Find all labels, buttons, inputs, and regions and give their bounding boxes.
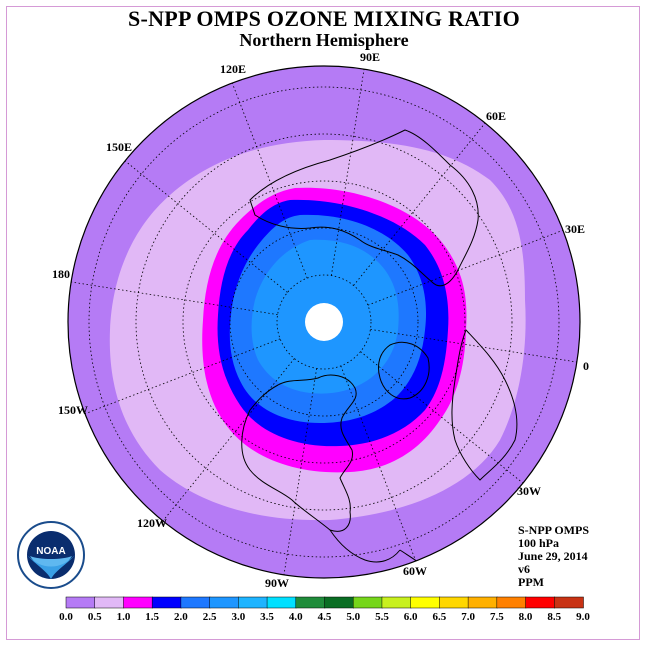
info-instrument: S-NPP OMPS: [518, 523, 589, 537]
meridian-line: [71, 281, 278, 316]
info-units: PPM: [518, 575, 544, 589]
colorbar-tick-label: 0.0: [59, 611, 73, 623]
colorbar-tick-label: 7.5: [490, 611, 504, 623]
label-60w: 60W: [403, 564, 427, 578]
colorbar-tick-label: 2.5: [203, 611, 217, 623]
colorbar-tick-label: 8.0: [519, 611, 533, 623]
longitude-meridians: [71, 69, 577, 575]
colorbar-swatch: [238, 596, 268, 609]
coastline-central-america: [329, 529, 401, 563]
latitude-circles: [88, 86, 560, 558]
coastline-greenland: [377, 341, 430, 400]
colorbar-swatch: [467, 596, 498, 609]
meridian-line: [340, 365, 417, 562]
noaa-logo-icon: NOAA: [17, 521, 85, 589]
figure-frame: [6, 6, 640, 640]
colorbar: 0.0 0.5 1.0 1.5 2.0 2.5 3.0 3.5 4.0 4.5 5.0 5.5 6.0 6…: [59, 596, 590, 623]
meridian-line: [330, 69, 365, 276]
meridian-line: [162, 358, 295, 522]
meridian-line: [370, 328, 577, 363]
coastline-south-america: [399, 549, 450, 578]
colorbar-tick-label: 4.5: [318, 611, 332, 623]
colorbar-swatch: [180, 596, 211, 609]
colorbar-tick-label: 6.5: [433, 611, 447, 623]
label-120e: 120E: [220, 62, 246, 76]
ozone-bands: [71, 69, 577, 578]
map-subtitle: Northern Hemisphere: [239, 30, 409, 50]
info-version: v6: [518, 562, 530, 576]
colorbar-tick-label: 3.0: [231, 611, 245, 623]
meridian-line: [231, 82, 308, 279]
colorbar-swatch: [209, 596, 240, 609]
meridian-line: [124, 160, 288, 293]
label-0: 0: [583, 359, 589, 373]
colorbar-swatch: [525, 596, 556, 609]
coastline-north-america: [241, 374, 357, 532]
colorbar-swatch: [266, 596, 297, 609]
colorbar-tick-label: 5.5: [375, 611, 389, 623]
colorbar-swatch: [151, 596, 182, 609]
colorbar-swatch: [381, 596, 412, 609]
meridian-line: [367, 229, 564, 306]
label-90w: 90W: [265, 576, 289, 590]
colorbar-swatch: [65, 596, 96, 609]
label-150w: 150W: [58, 403, 88, 417]
label-180: 180: [52, 267, 70, 281]
label-60e: 60E: [486, 109, 506, 123]
colorbar-swatch: [123, 596, 153, 609]
label-30w: 30W: [517, 484, 541, 498]
colorbar-swatch: [324, 596, 354, 609]
map-border: [67, 65, 581, 579]
colorbar-swatch: [352, 596, 383, 609]
colorbar-swatch: [94, 596, 125, 609]
coastlines: [241, 129, 518, 578]
label-30e: 30E: [565, 222, 585, 236]
logo-text: NOAA: [36, 546, 65, 557]
colorbar-tick-label: 6.0: [404, 611, 418, 623]
info-date: June 29, 2014: [518, 549, 588, 563]
coastline-africa: [451, 329, 518, 481]
meridian-line: [84, 338, 281, 415]
colorbar-tick-label: 7.0: [461, 611, 475, 623]
info-panel: S-NPP OMPS 100 hPa June 29, 2014 v6 PPM: [518, 524, 589, 589]
colorbar-swatch: [410, 596, 441, 609]
info-level: 100 hPa: [518, 536, 560, 550]
colorbar-swatch: [496, 596, 527, 609]
map-title: S-NPP OMPS OZONE MIXING RATIO: [127, 6, 521, 31]
polar-data-gap: [305, 303, 343, 341]
meridian-line: [283, 368, 318, 575]
meridian-line: [360, 351, 524, 484]
colorbar-tick-label: 1.0: [117, 611, 131, 623]
colorbar-tick-label: 2.0: [174, 611, 188, 623]
colorbar-tick-label: 9.0: [576, 611, 590, 623]
colorbar-tick-label: 4.0: [289, 611, 303, 623]
colorbar-tick-label: 5.0: [346, 611, 360, 623]
coastline-eurasia: [249, 129, 479, 287]
label-90e: 90E: [360, 50, 380, 64]
colorbar-swatch: [554, 596, 584, 609]
label-150e: 150E: [106, 140, 132, 154]
colorbar-tick-label: 1.5: [145, 611, 159, 623]
colorbar-swatch: [439, 596, 469, 609]
colorbar-tick-label: 8.5: [547, 611, 561, 623]
longitude-labels: 90E 60E 30E 0 30W 60W 90W 120W 150W 180 …: [52, 50, 589, 590]
meridian-line: [353, 122, 486, 286]
colorbar-swatch: [295, 596, 326, 609]
colorbar-tick-label: 0.5: [88, 611, 102, 623]
colorbar-tick-label: 3.5: [260, 611, 274, 623]
label-120w: 120W: [137, 516, 167, 530]
